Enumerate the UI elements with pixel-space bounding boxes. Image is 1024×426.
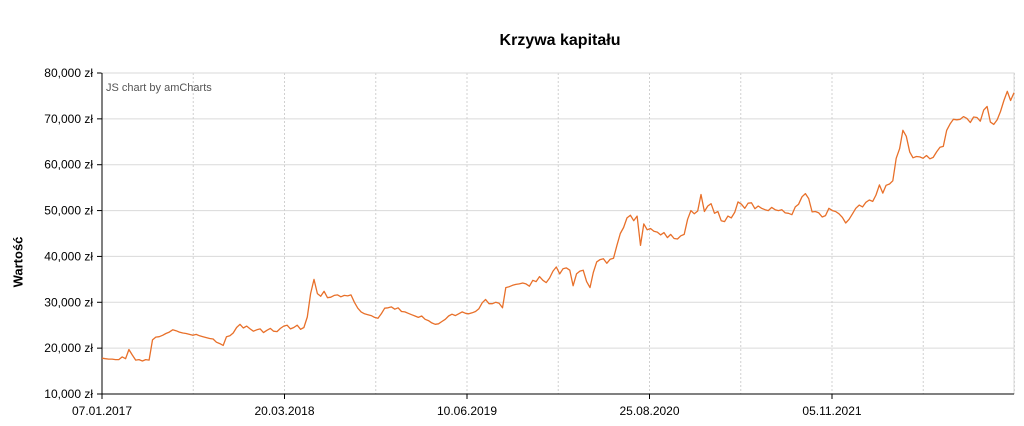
chart-credit[interactable]: JS chart by amCharts	[106, 82, 212, 94]
x-tick-label: 20.03.2018	[254, 404, 314, 418]
x-tick-label: 25.08.2020	[619, 404, 679, 418]
grid-layer	[102, 72, 1015, 395]
label-layer: 10,000 zł 20,000 zł 30,000 zł 40,000 zł 50,0…	[44, 66, 862, 418]
y-tick-label: 20,000 zł	[44, 341, 93, 355]
y-tick-label: 50,000 zł	[44, 204, 93, 218]
y-tick-label: 80,000 zł	[44, 66, 93, 80]
y-tick-label: 40,000 zł	[44, 249, 93, 263]
equity-line	[101, 90, 1015, 362]
y-tick-label: 60,000 zł	[44, 158, 93, 172]
axis-layer	[97, 72, 1015, 399]
y-tick-label: 30,000 zł	[44, 295, 93, 309]
x-tick-label: 07.01.2017	[72, 404, 132, 418]
chart-title: Krzywa kapitału	[499, 32, 621, 49]
x-tick-label: 05.11.2021	[802, 404, 861, 418]
x-tick-label: 10.06.2019	[437, 404, 497, 418]
y-tick-label: 10,000 zł	[44, 387, 93, 401]
y-tick-label: 70,000 zł	[44, 112, 93, 126]
series-layer	[101, 90, 1015, 362]
